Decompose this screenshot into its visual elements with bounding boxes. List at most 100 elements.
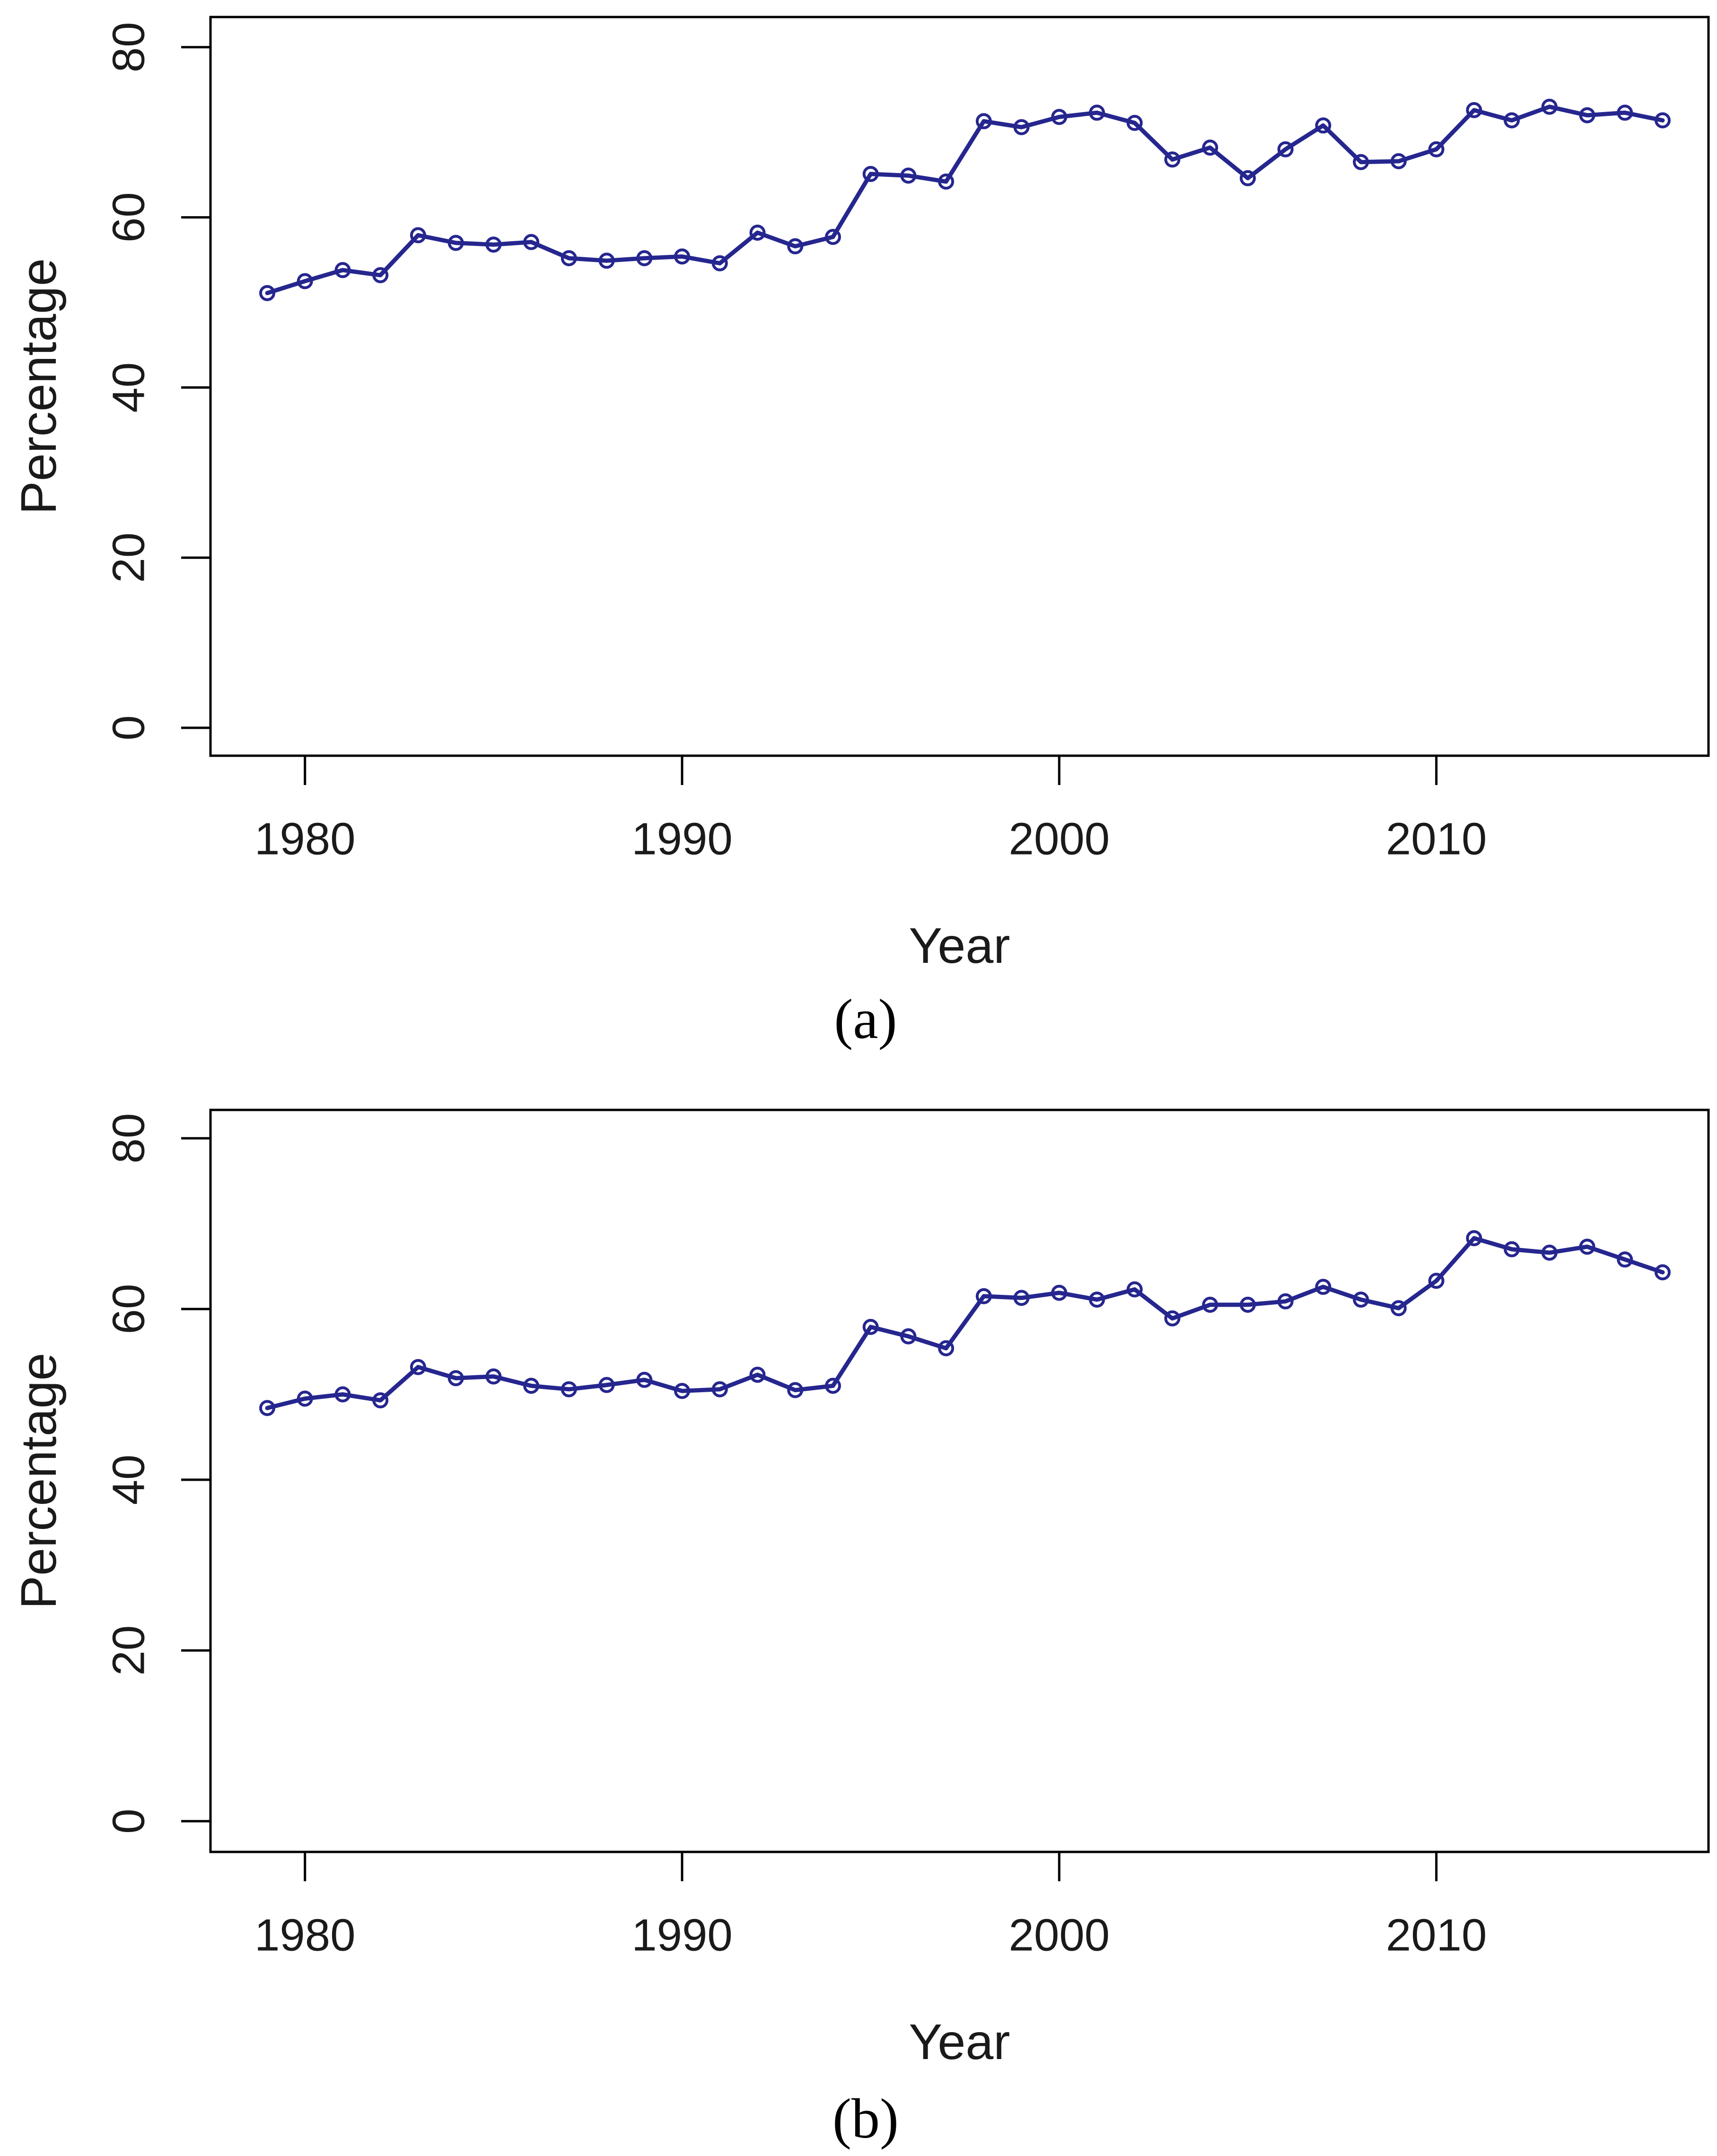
data-point (749, 225, 766, 241)
data-point (1655, 112, 1671, 129)
data-point (447, 235, 464, 251)
data-point (787, 1382, 804, 1398)
data-point (372, 1392, 389, 1409)
data-point (1579, 107, 1595, 123)
data-point (1428, 1273, 1445, 1289)
y-tick-label: 0 (104, 715, 154, 740)
data-point (1240, 1297, 1256, 1313)
data-point (1202, 1297, 1218, 1313)
x-tick-label: 2010 (1386, 1910, 1487, 1961)
y-tick-label: 20 (104, 532, 154, 583)
data-point (975, 113, 992, 130)
data-point (900, 167, 917, 184)
caption-a: (a) (834, 987, 897, 1050)
y-tick-label: 40 (104, 362, 154, 413)
data-point (1504, 1241, 1520, 1257)
data-point (1126, 114, 1143, 131)
data-point (598, 1377, 615, 1393)
data-point (1277, 141, 1294, 157)
caption-b: (b) (832, 2087, 899, 2150)
data-point (1541, 1244, 1558, 1261)
data-point (674, 248, 690, 265)
data-point (485, 1368, 502, 1385)
data-point (862, 1318, 879, 1335)
x-tick-label: 1980 (254, 1910, 356, 1961)
y-axis-title: Percentage (11, 258, 67, 515)
data-point (1390, 153, 1407, 169)
data-line-b (265, 1236, 1665, 1410)
data-point (334, 1386, 351, 1403)
data-point (1164, 151, 1181, 168)
data-point (749, 1367, 766, 1383)
data-point (1013, 119, 1030, 135)
data-point (561, 250, 577, 266)
data-point (1240, 170, 1256, 186)
y-tick-label: 80 (104, 1113, 154, 1164)
data-point (1051, 109, 1068, 125)
plot-box-a (209, 16, 1710, 757)
x-tick-label: 1990 (631, 814, 733, 864)
x-tick-label: 2000 (1009, 1910, 1110, 1961)
data-point (1353, 154, 1369, 170)
x-tick-label: 1980 (254, 814, 356, 864)
data-point (1353, 1292, 1369, 1308)
data-point (1504, 112, 1520, 129)
y-axis-title: Percentage (11, 1353, 67, 1609)
data-point (862, 166, 879, 182)
data-point (297, 273, 313, 289)
x-axis-title: Year (909, 918, 1010, 974)
data-point (636, 250, 653, 266)
data-point (711, 255, 728, 271)
line-chart-panel-b: 0 20 40 60 80 1980 1990 2000 2010 Year Percentage (11, 1109, 1710, 2070)
data-point (410, 227, 426, 244)
y-tick-label: 20 (104, 1625, 154, 1676)
data-point (825, 229, 841, 245)
data-point (1579, 1239, 1595, 1255)
data-point (1541, 98, 1558, 115)
data-point (1617, 105, 1633, 121)
data-point (523, 1378, 540, 1394)
data-point (1315, 117, 1332, 134)
x-tick-label: 2000 (1009, 814, 1110, 864)
data-point (259, 1400, 275, 1416)
data-point (975, 1288, 992, 1304)
data-point (787, 238, 804, 254)
data-point (1655, 1264, 1671, 1281)
data-point (297, 1390, 313, 1407)
y-tick-label: 60 (104, 1284, 154, 1335)
data-line-a (265, 105, 1665, 296)
data-point (1390, 1300, 1407, 1317)
data-point (1202, 140, 1218, 156)
data-point (523, 234, 540, 250)
data-point (900, 1328, 917, 1344)
data-point (1466, 1230, 1482, 1247)
data-point (334, 262, 351, 279)
data-point (711, 1381, 728, 1397)
data-point (410, 1359, 426, 1375)
data-point (1089, 1292, 1105, 1308)
data-point (1617, 1251, 1633, 1268)
data-point (674, 1383, 690, 1399)
data-point (372, 267, 389, 283)
data-point (561, 1381, 577, 1397)
data-point (485, 236, 502, 253)
y-tick-label: 40 (104, 1455, 154, 1505)
data-point (1315, 1279, 1332, 1295)
data-point (825, 1378, 841, 1394)
plot-box-b (209, 1109, 1710, 1853)
x-tick-label: 1990 (631, 1910, 733, 1961)
data-point (1428, 141, 1445, 157)
data-point (1164, 1310, 1181, 1327)
y-tick-label: 60 (104, 192, 154, 243)
data-point (598, 253, 615, 269)
data-point (1126, 1281, 1143, 1298)
data-point (1051, 1284, 1068, 1301)
data-point (1277, 1293, 1294, 1309)
line-chart-panel-a: 0 20 40 60 80 1980 1990 2000 2010 Year Percentage (11, 16, 1710, 974)
y-tick-label: 0 (104, 1808, 154, 1833)
data-point (1089, 105, 1105, 121)
data-point (259, 285, 275, 301)
x-axis-title: Year (909, 2014, 1010, 2070)
